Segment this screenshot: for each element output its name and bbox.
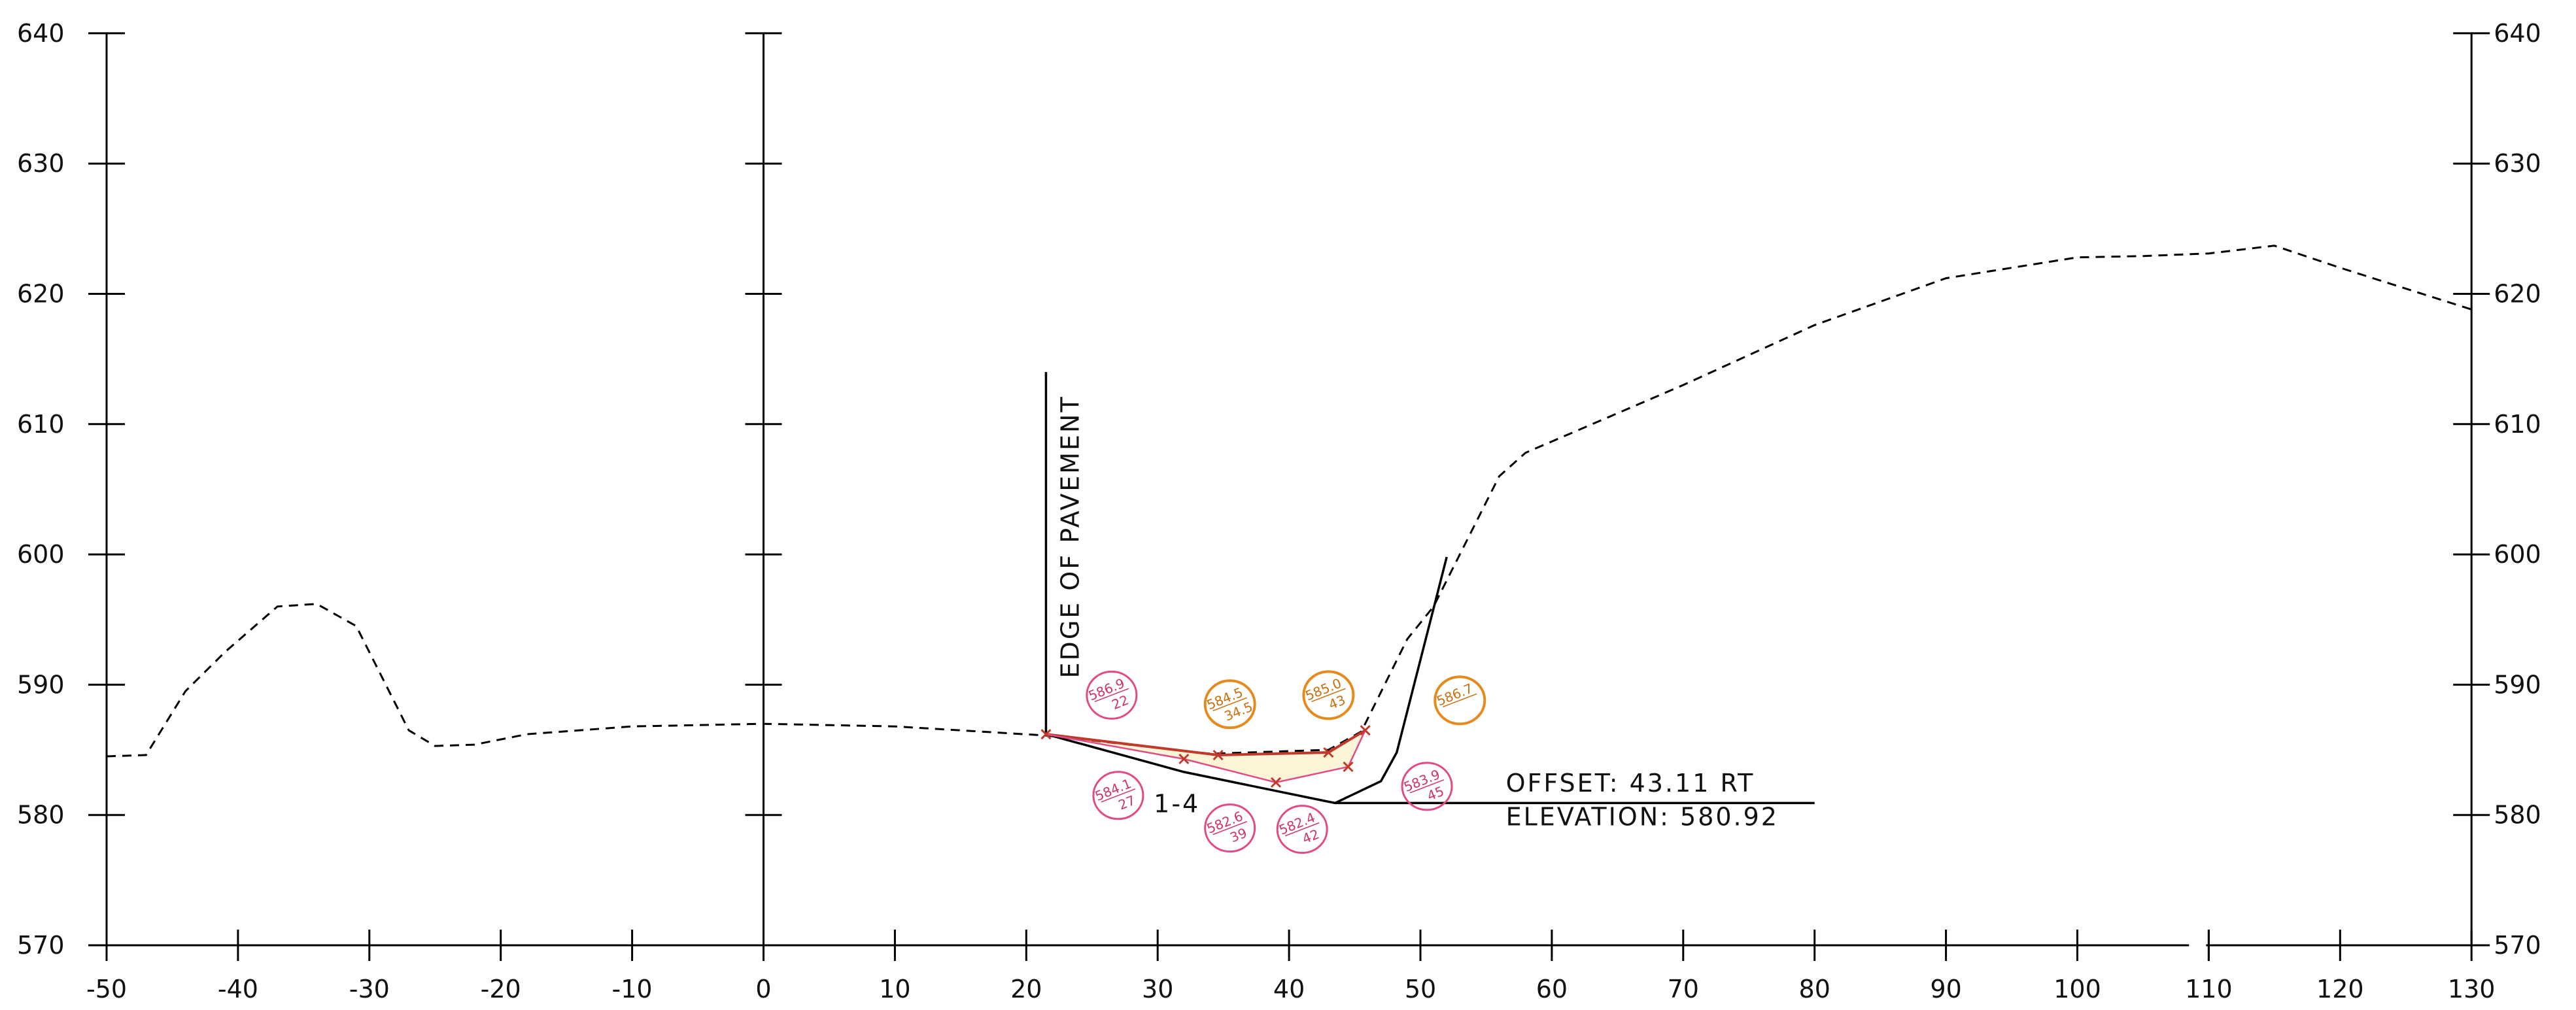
orange-elevation-bubble [1434, 675, 1486, 726]
annotation-layer: EDGE OF PAVEMENT OFFSET: 43.11 RT ELEVAT… [1056, 395, 1779, 832]
pink-elevation-bubble [1401, 762, 1453, 811]
x-tick-label: 70 [1668, 975, 1699, 1003]
sample-top-line [1046, 729, 1366, 757]
pink-elevation-bubble [1204, 803, 1256, 853]
edge-of-pavement-label: EDGE OF PAVEMENT [1056, 395, 1084, 678]
x-tick-label: 40 [1273, 975, 1305, 1003]
x-tick-label: 120 [2316, 975, 2364, 1003]
y-tick-label-left: 590 [17, 670, 65, 699]
x-tick-label: 130 [2448, 975, 2496, 1003]
bubble-divider [1311, 688, 1346, 703]
x-tick-label: 20 [1010, 975, 1042, 1003]
x-tick-label: 10 [879, 975, 910, 1003]
bubble-divider [1212, 820, 1247, 835]
y-tick-label-left: 570 [17, 931, 65, 960]
x-tick-label: 80 [1799, 975, 1830, 1003]
y-tick-label-right: 600 [2494, 540, 2541, 569]
profile-lines-layer [106, 244, 2472, 805]
x-tick-label: 0 [755, 975, 771, 1003]
ticks-layer: -50 -40 -30 -20 -10 0 10 20 30 40 50 60 70 80 90 100 110… [17, 19, 2541, 1003]
sample-point-marker [1040, 729, 1052, 740]
x-tick-label: 110 [2185, 975, 2233, 1003]
back-slope-line [1334, 556, 1448, 804]
y-tick-label-right: 640 [2494, 19, 2541, 48]
markup-layer: 586.922584.127584.534.5582.639585.043582… [1040, 670, 1486, 854]
y-tick-label-right: 590 [2494, 670, 2541, 699]
proposed-section-line [1045, 733, 1815, 805]
pink-elevation-bubble [1276, 805, 1328, 854]
sample-point-marker [1178, 753, 1190, 765]
x-tick-label: -30 [349, 975, 390, 1003]
y-tick-label-right: 630 [2494, 149, 2541, 178]
y-tick-label-right: 580 [2494, 801, 2541, 830]
x-tick-label: -50 [86, 975, 127, 1003]
bubble-divider [1094, 688, 1129, 703]
sample-area-fill [1046, 730, 1365, 783]
x-tick-label: 50 [1405, 975, 1436, 1003]
existing-ground-line [106, 244, 2472, 758]
bubble-divider [1409, 779, 1445, 794]
bubble-divider [1101, 788, 1136, 803]
y-tick-label-left: 620 [17, 280, 65, 309]
orange-elevation-bubble [1203, 679, 1256, 730]
pink-elevation-bubble [1092, 771, 1144, 820]
orange-elevation-bubble [1302, 670, 1355, 720]
sample-point-marker [1323, 747, 1334, 758]
x-tick-label: 100 [2053, 975, 2101, 1003]
x-tick-label: -10 [612, 975, 653, 1003]
axes-layer [105, 33, 2473, 947]
elevation-label: ELEVATION: 580.92 [1506, 803, 1779, 832]
y-tick-label-left: 610 [17, 410, 65, 439]
sample-point-marker [1360, 725, 1371, 736]
x-tick-label: 90 [1930, 975, 1961, 1003]
y-tick-label-left: 600 [17, 540, 65, 569]
y-tick-label-right: 610 [2494, 410, 2541, 439]
offset-label: OFFSET: 43.11 RT [1506, 769, 1755, 798]
section-number-label: 1-4 [1154, 790, 1200, 818]
y-tick-label-left: 630 [17, 149, 65, 178]
x-tick-label: 60 [1536, 975, 1568, 1003]
x-tick-label: -20 [481, 975, 521, 1003]
bubble-divider [1284, 822, 1320, 837]
pink-elevation-bubble [1086, 670, 1138, 720]
y-tick-label-left: 640 [17, 19, 65, 48]
bubble-divider [1443, 693, 1477, 708]
sample-point-marker [1343, 761, 1354, 773]
sample-point-marker [1270, 777, 1282, 788]
y-tick-label-right: 620 [2494, 280, 2541, 309]
x-tick-label: -40 [218, 975, 258, 1003]
y-tick-label-right: 570 [2494, 931, 2541, 960]
bubble-divider [1212, 697, 1247, 711]
x-tick-label: 30 [1142, 975, 1173, 1003]
sample-point-marker [1212, 749, 1224, 761]
y-tick-label-left: 580 [17, 801, 65, 830]
